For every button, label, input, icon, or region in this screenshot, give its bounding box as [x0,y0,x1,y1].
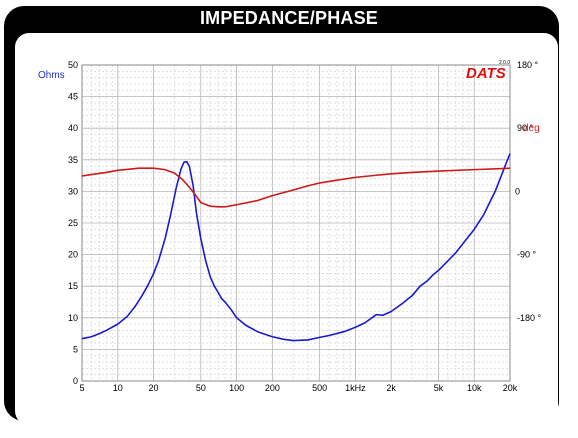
y-left-tick-label: 5 [73,344,78,354]
chart-title: IMPEDANCE/PHASE [199,8,379,28]
y-left-tick-label: 35 [68,155,78,165]
major-gridlines [81,64,511,382]
x-tick-label: 5 [79,383,84,393]
right-tick-labels: 180 ° 90 ° 0 -90 ° -180 ° [515,60,542,323]
x-tick-label: 10k [467,383,482,393]
y-left-tick-label: 0 [73,376,78,386]
series-lines [81,153,511,342]
plot-border [81,64,511,382]
x-tick-label: 10 [113,383,123,393]
y-left-tick-label: 25 [68,218,78,228]
y-left-tick-label: 30 [68,186,78,196]
y-left-tick-label: 45 [68,92,78,102]
x-tick-label: 1kHz [345,383,366,393]
x-tick-label: 20k [503,383,518,393]
x-tick-labels: 5 10 20 50 100 200 500 1kHz 2k 5k 10k 20k [79,383,517,393]
y-right-tick-label: 180 ° [517,60,539,70]
x-tick-label: 5k [434,383,444,393]
y-left-tick-label: 15 [68,281,78,291]
ohms-axis-label: Ohms [38,70,65,81]
x-tick-label: 500 [312,383,327,393]
y-left-tick-label: 50 [68,60,78,70]
x-tick-label: 2k [386,383,396,393]
y-left-tick-label: 40 [68,123,78,133]
dats-version: 2.0.0 [499,60,510,66]
x-tick-label: 200 [265,383,280,393]
y-right-tick-label: -90 ° [517,250,537,260]
x-tick-label: 50 [196,383,206,393]
phase-curve [81,167,511,208]
y-right-tick-label: -180 ° [517,313,542,323]
deg-axis-label: deg [523,123,540,134]
dats-logo: DATS [466,65,506,82]
y-left-tick-label: 20 [68,250,78,260]
y-left-tick-label: 10 [68,313,78,323]
y-right-tick-label: 0 [515,186,520,196]
impedance-curve [81,153,511,342]
y-right-tick-label: 90 ° [517,123,534,133]
x-tick-label: 20 [149,383,159,393]
x-tick-label: 100 [229,383,244,393]
left-tick-labels: 0 5 10 15 20 25 30 35 40 45 50 [68,60,78,386]
